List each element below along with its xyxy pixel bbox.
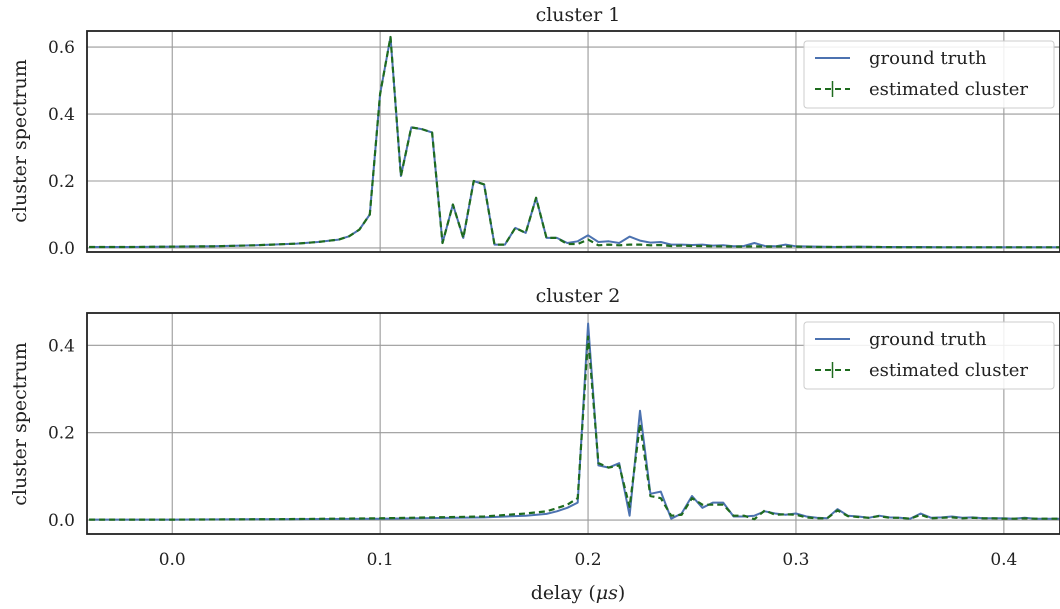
legend-label-estimated-cluster: estimated cluster (869, 360, 1028, 381)
x-tick-labels: 0.0 0.1 0.2 0.3 0.4 (159, 550, 1018, 570)
y-axis-title: cluster spectrum (9, 342, 31, 505)
y-tick-label: 0.2 (48, 172, 75, 192)
x-tick-label: 0.0 (159, 550, 186, 570)
panel-title: cluster 2 (536, 285, 621, 307)
y-tick-labels: 0.0 0.2 0.4 0.6 (48, 38, 75, 259)
legend-label-ground-truth: ground truth (869, 329, 987, 350)
panel-cluster-2: 0.0 0.2 0.4 0.0 0.1 0.2 0.3 0.4 cluster 2 clus… (9, 285, 1060, 604)
series-line-estimated-cluster (89, 35, 1060, 249)
y-tick-label: 0.0 (48, 239, 75, 259)
y-tick-label: 0.4 (48, 336, 75, 356)
plot-frame (86, 312, 1060, 535)
x-tick-label: 0.3 (782, 550, 809, 570)
y-tick-label: 0.0 (48, 511, 75, 531)
y-tick-label: 0.4 (48, 105, 75, 125)
x-tick-label: 0.1 (367, 550, 394, 570)
series-group (89, 322, 1060, 521)
legend-box (803, 321, 1055, 390)
x-tick-label: 0.4 (990, 550, 1017, 570)
series-line-estimated-cluster (89, 335, 1060, 521)
legend-box (803, 40, 1055, 109)
y-tick-label: 0.6 (48, 38, 75, 58)
x-tick-label: 0.2 (575, 550, 602, 570)
legend: ground truth estimated cluster (803, 321, 1055, 390)
y-tick-labels: 0.0 0.2 0.4 (48, 336, 75, 531)
x-axis-title: delay (μs) (531, 582, 626, 604)
panel-cluster-1: 0.00.20.40.6 cluster 1 cluster spectrum … (9, 4, 1060, 259)
panel-title: cluster 1 (536, 4, 621, 26)
series-group (89, 35, 1060, 249)
legend: ground truth estimated cluster (803, 40, 1055, 109)
legend-label-ground-truth: ground truth (869, 48, 987, 69)
y-axis-title: cluster spectrum (9, 59, 31, 222)
plot-frame (86, 30, 1060, 253)
legend-label-estimated-cluster: estimated cluster (869, 79, 1028, 100)
y-tick-label: 0.2 (48, 424, 75, 444)
